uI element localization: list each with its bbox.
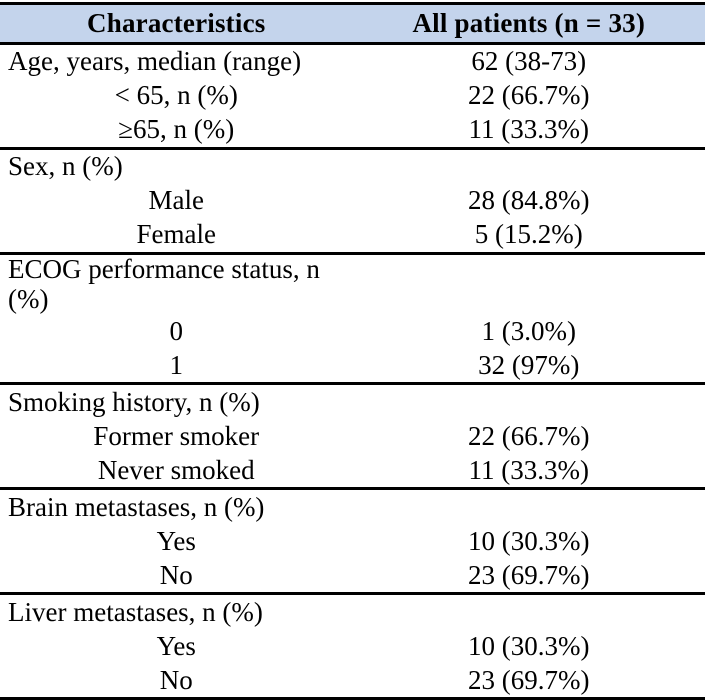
table-row: ≥65, n (%) 11 (33.3%) [0,113,705,149]
row-value-cell: 28 (84.8%) [353,184,705,218]
row-label-cell: < 65, n (%) [0,79,353,113]
row-label-cell: Brain metastases, n (%) [0,489,353,525]
table-row: No 23 (69.7%) [0,663,705,699]
row-value-cell [353,149,705,185]
row-label-cell: Yes [0,524,353,558]
row-label-cell: ≥65, n (%) [0,113,353,149]
row-label-cell: No [0,663,353,699]
table-row: Female 5 (15.2%) [0,218,705,254]
row-value-cell: 10 (30.3%) [353,524,705,558]
table-row: Never smoked 11 (33.3%) [0,453,705,489]
table-row: 1 32 (97%) [0,348,705,384]
row-value-cell: 11 (33.3%) [353,113,705,149]
table-row: Yes 10 (30.3%) [0,524,705,558]
table-row: Former smoker 22 (66.7%) [0,419,705,453]
row-label-cell: Liver metastases, n (%) [0,594,353,630]
row-label-cell: Age, years, median (range) [0,44,353,80]
row-value-cell [353,594,705,630]
row-label-cell: Smoking history, n (%) [0,384,353,420]
row-value-cell [353,384,705,420]
row-label-cell: No [0,558,353,594]
row-value-cell: 10 (30.3%) [353,629,705,663]
row-value-cell: 22 (66.7%) [353,79,705,113]
row-value-cell: 5 (15.2%) [353,218,705,254]
row-value-cell: 11 (33.3%) [353,453,705,489]
row-value-cell: 23 (69.7%) [353,558,705,594]
row-label-cell: Never smoked [0,453,353,489]
table-row: 0 1 (3.0%) [0,314,705,348]
row-value-cell: 62 (38-73) [353,44,705,80]
table-row: Smoking history, n (%) [0,384,705,420]
table-row: Yes 10 (30.3%) [0,629,705,663]
row-label-cell: Sex, n (%) [0,149,353,185]
row-value-cell: 22 (66.7%) [353,419,705,453]
row-value-cell [353,254,705,315]
header-all-patients: All patients (n = 33) [353,4,705,44]
table-header: Characteristics All patients (n = 33) [0,4,705,44]
table-row: Liver metastases, n (%) [0,594,705,630]
table-row: Age, years, median (range) 62 (38-73) [0,44,705,80]
row-label-cell: Former smoker [0,419,353,453]
row-label-cell: 1 [0,348,353,384]
row-value-cell: 32 (97%) [353,348,705,384]
row-label-cell: Female [0,218,353,254]
header-characteristics: Characteristics [0,4,353,44]
row-label-cell: Male [0,184,353,218]
table-body: Age, years, median (range) 62 (38-73) < … [0,44,705,699]
table-row: Brain metastases, n (%) [0,489,705,525]
row-label-cell: 0 [0,314,353,348]
row-value-cell [353,489,705,525]
row-label-cell: ECOG performance status, n (%) [0,254,353,315]
header-row: Characteristics All patients (n = 33) [0,4,705,44]
row-label-cell: Yes [0,629,353,663]
row-value-cell: 23 (69.7%) [353,663,705,699]
table-row: Sex, n (%) [0,149,705,185]
table-row: < 65, n (%) 22 (66.7%) [0,79,705,113]
row-value-cell: 1 (3.0%) [353,314,705,348]
table-row: Male 28 (84.8%) [0,184,705,218]
table-row: ECOG performance status, n (%) [0,254,705,315]
table-row: No 23 (69.7%) [0,558,705,594]
